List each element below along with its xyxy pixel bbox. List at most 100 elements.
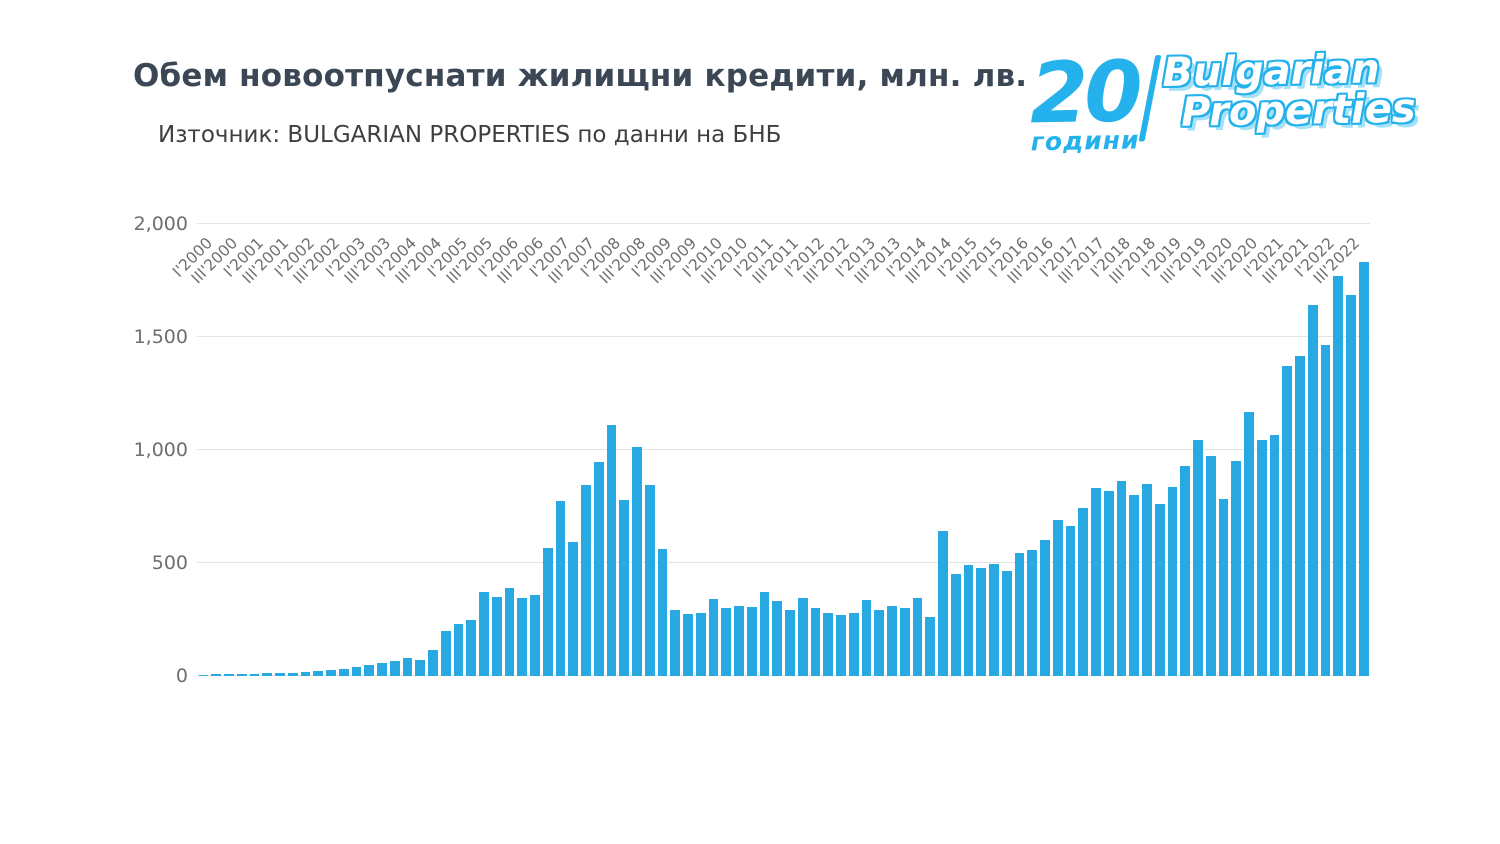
bar-slot: I'2009 bbox=[628, 224, 675, 676]
bar bbox=[466, 619, 476, 676]
bar-slot bbox=[1281, 224, 1294, 676]
bar bbox=[568, 541, 578, 676]
logo-brand-line2: Properties bbox=[1180, 85, 1416, 136]
bar bbox=[224, 673, 234, 676]
bar bbox=[1205, 455, 1216, 676]
bar-slot: III'2002 bbox=[290, 224, 344, 676]
bar-slot bbox=[1102, 224, 1115, 676]
bar-slot bbox=[1026, 224, 1039, 676]
bar-slot: III'2012 bbox=[800, 224, 854, 676]
bar bbox=[504, 587, 515, 676]
bar bbox=[415, 659, 425, 676]
bar bbox=[453, 624, 464, 676]
bar bbox=[1231, 461, 1241, 676]
bar bbox=[275, 672, 285, 676]
bar bbox=[300, 672, 311, 676]
bar-slot: III'2021 bbox=[1259, 224, 1313, 676]
bar bbox=[1346, 295, 1356, 676]
bar-slot bbox=[1357, 224, 1370, 676]
bar-slot bbox=[1000, 224, 1013, 676]
bar bbox=[542, 548, 553, 676]
bar bbox=[1180, 465, 1190, 676]
bar-slot: III'2018 bbox=[1106, 224, 1160, 676]
bar bbox=[211, 674, 221, 676]
bar-slot: III'2010 bbox=[698, 224, 752, 676]
bar-slot: I'2001 bbox=[220, 224, 267, 676]
bar-slot: I'2014 bbox=[883, 224, 930, 676]
bar bbox=[377, 662, 387, 676]
bar-slot: III'2019 bbox=[1157, 224, 1211, 676]
bar-slot: III'2003 bbox=[341, 224, 395, 676]
bar-slot bbox=[694, 224, 707, 676]
bar-slot bbox=[796, 224, 809, 676]
bar bbox=[925, 617, 935, 676]
bar bbox=[262, 673, 272, 676]
bar-slot: I'2000 bbox=[169, 224, 216, 676]
bar bbox=[1142, 483, 1152, 676]
bar bbox=[402, 657, 413, 676]
gridline bbox=[197, 336, 1370, 337]
bar-slot: III'2007 bbox=[545, 224, 599, 676]
bar bbox=[746, 607, 757, 676]
bar-slot: I'2022 bbox=[1291, 224, 1338, 676]
bar-slot: I'2003 bbox=[322, 224, 369, 676]
bar bbox=[938, 531, 948, 676]
bar bbox=[1065, 525, 1076, 676]
bar bbox=[198, 674, 209, 676]
bar bbox=[1014, 552, 1025, 676]
bar-slot: III'2004 bbox=[392, 224, 446, 676]
bar bbox=[1078, 507, 1088, 676]
bar bbox=[695, 612, 706, 676]
bar-slot bbox=[822, 224, 835, 676]
logo-divider-bar bbox=[1137, 55, 1161, 142]
bar-slot bbox=[643, 224, 656, 676]
gridline bbox=[197, 675, 1370, 676]
bar bbox=[759, 592, 770, 676]
bar-slot: I'2008 bbox=[577, 224, 624, 676]
bar bbox=[1040, 540, 1050, 676]
y-tick-label: 0 bbox=[175, 665, 188, 687]
bar-slot: I'2011 bbox=[730, 224, 777, 676]
bar-slot: I'2010 bbox=[679, 224, 726, 676]
logo-brand-name: Bulgarian Properties bbox=[1162, 46, 1416, 136]
bar-slot: I'2021 bbox=[1240, 224, 1287, 676]
bar-slot bbox=[414, 224, 427, 676]
bar-slot bbox=[847, 224, 860, 676]
bar-slot: III'2011 bbox=[749, 224, 803, 676]
bar bbox=[785, 610, 795, 676]
bar bbox=[1333, 275, 1343, 676]
y-tick-label: 500 bbox=[151, 552, 188, 574]
bar-slot bbox=[924, 224, 937, 676]
bar bbox=[364, 665, 374, 676]
bar bbox=[670, 610, 680, 676]
bar-slot: I'2019 bbox=[1138, 224, 1185, 676]
bar bbox=[823, 613, 833, 676]
bar bbox=[632, 446, 642, 676]
bar bbox=[887, 605, 897, 676]
bar-slot: III'2017 bbox=[1055, 224, 1109, 676]
bar bbox=[1052, 520, 1063, 676]
bar bbox=[874, 610, 884, 676]
bar-slot bbox=[337, 224, 350, 676]
bar-slot: III'2005 bbox=[443, 224, 497, 676]
bar bbox=[797, 598, 808, 676]
bar bbox=[479, 592, 489, 676]
bar-slot bbox=[235, 224, 248, 676]
bar bbox=[912, 598, 923, 676]
bar bbox=[1091, 488, 1101, 676]
bar-slot bbox=[898, 224, 911, 676]
gridline bbox=[197, 449, 1370, 450]
source-note: Източник: BULGARIAN PROPERTIES по данни … bbox=[158, 122, 782, 148]
y-tick-label: 2,000 bbox=[133, 213, 188, 235]
bar-slot: III'2022 bbox=[1310, 224, 1364, 676]
bar bbox=[772, 601, 782, 676]
bar bbox=[1244, 411, 1254, 676]
bar-slot: III'2016 bbox=[1004, 224, 1058, 676]
bar bbox=[1282, 366, 1292, 676]
bar-slot bbox=[720, 224, 733, 676]
bar-slot bbox=[949, 224, 962, 676]
y-tick-label: 1,500 bbox=[133, 326, 188, 348]
bar-slot: III'2006 bbox=[494, 224, 548, 676]
bar bbox=[606, 425, 617, 676]
bulgarian-properties-logo: 20 години Bulgarian Properties bbox=[1029, 42, 1416, 157]
